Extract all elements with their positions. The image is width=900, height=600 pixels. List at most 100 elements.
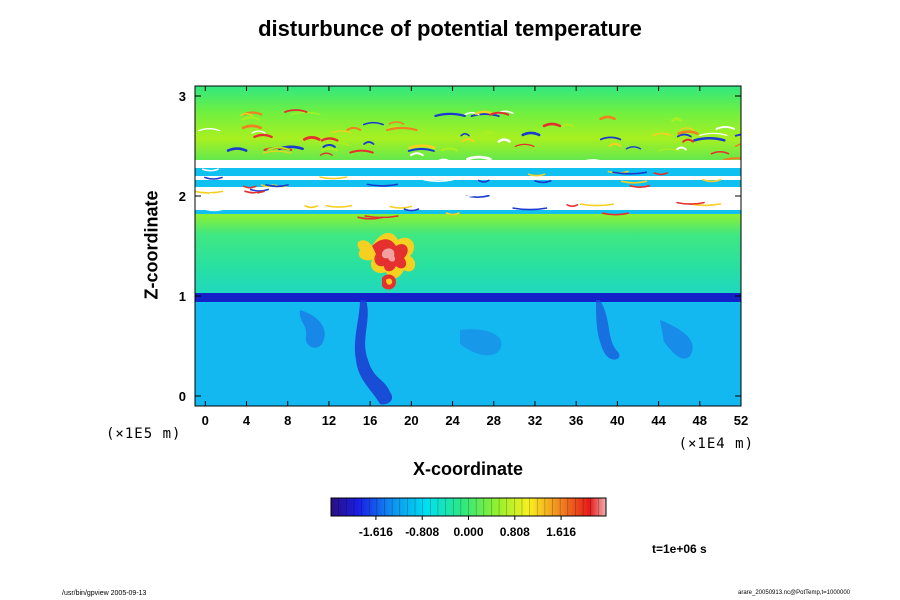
wave-streak <box>675 146 687 151</box>
mid-streak <box>512 207 548 211</box>
wave-streak <box>460 133 470 137</box>
wave-streak <box>677 130 699 135</box>
colorbar-tick-label: 0.000 <box>453 525 483 539</box>
wave-streak <box>407 148 435 152</box>
mid-streak <box>653 172 669 176</box>
mid-streak <box>445 194 479 198</box>
mid-streak <box>204 176 223 180</box>
wave-streak <box>625 146 642 150</box>
colorbar-bins <box>338 498 599 516</box>
wave-streak <box>284 109 308 113</box>
wave-streak <box>560 123 575 128</box>
wave-streak <box>290 111 321 116</box>
wave-streak <box>657 148 680 152</box>
time-label: t=1e+06 s <box>652 542 707 556</box>
x-scale-note: (×1E4 m) <box>678 436 754 452</box>
mid-streak <box>445 212 460 216</box>
upper-layer <box>195 86 741 161</box>
mid-streak <box>601 212 630 216</box>
y-tick-label: 0 <box>179 389 186 404</box>
wave-streak <box>241 124 263 130</box>
mid-streak <box>243 185 257 189</box>
wave-streak <box>699 132 728 137</box>
wave-streak <box>682 138 695 143</box>
x-tick-label: 40 <box>610 413 624 428</box>
x-tick-label: 52 <box>734 413 748 428</box>
wave-streak <box>652 132 672 137</box>
mid-streak <box>629 184 651 188</box>
middle-layer <box>195 214 741 294</box>
mid-streak <box>265 184 289 188</box>
colorbar-tick-label: -1.616 <box>359 525 393 539</box>
wave-streak <box>321 147 338 152</box>
mid-streak <box>201 168 219 172</box>
wave-streak <box>319 152 333 156</box>
heatmap-field <box>195 86 741 406</box>
wave-streak <box>599 115 616 121</box>
mid-streak <box>244 192 258 196</box>
mid-streak <box>702 179 722 183</box>
wave-streak <box>409 152 424 157</box>
wave-streak <box>253 133 273 139</box>
mid-streak <box>534 180 552 184</box>
wave-streak <box>461 138 475 143</box>
wave-streak <box>239 113 253 117</box>
wave-streak <box>542 122 562 128</box>
wave-streak <box>322 143 336 148</box>
wave-streak <box>434 112 466 117</box>
footer-source: arare_20050913.nc@PotTemp,t=1000000 <box>738 590 851 596</box>
wave-streak <box>489 111 510 116</box>
mid-streak <box>566 204 579 208</box>
mid-layer-streaks <box>195 168 722 220</box>
wave-streak <box>722 157 741 162</box>
mid-streak <box>244 190 265 194</box>
wave-streak <box>497 138 511 143</box>
wave-streak <box>599 136 622 141</box>
wave-streak <box>710 150 730 155</box>
wave-streak <box>466 155 492 161</box>
x-tick-label: 36 <box>569 413 583 428</box>
wave-streak <box>440 147 459 152</box>
mid-streak <box>527 173 546 177</box>
wave-streak <box>320 137 339 142</box>
lower-cold-structures <box>299 300 693 405</box>
cold-band <box>195 293 741 302</box>
y-tick-label: 1 <box>179 289 186 304</box>
x-tick-label: 0 <box>202 413 209 428</box>
wave-streak <box>521 131 541 137</box>
wave-streak <box>251 130 266 134</box>
warm-plume <box>357 232 416 290</box>
y-scale-note: (×1E5 m) <box>106 426 182 442</box>
wave-streak <box>514 143 535 147</box>
mid-streak <box>676 201 705 205</box>
wave-streak <box>349 149 374 154</box>
mid-streak <box>389 205 413 209</box>
wave-streak <box>676 133 692 138</box>
wave-streak <box>482 130 496 136</box>
wave-streak <box>262 150 292 154</box>
chart-title: disturbunce of potential temperature <box>258 16 642 41</box>
mid-streak <box>210 193 233 197</box>
x-tick-label: 48 <box>693 413 707 428</box>
wave-streak <box>363 141 375 145</box>
wave-streak <box>693 137 726 142</box>
wave-streak <box>388 121 405 125</box>
wave-streak <box>302 136 321 141</box>
mid-streak <box>620 180 648 184</box>
wave-streak <box>241 116 260 121</box>
x-tick-label: 16 <box>363 413 377 428</box>
upper-wave-streaks <box>198 109 741 163</box>
footer-command: /usr/bin/gpview 2005-09-13 <box>62 590 147 597</box>
x-tick-label: 28 <box>487 413 501 428</box>
wave-streak <box>679 127 695 131</box>
masked-band-2 <box>195 176 741 180</box>
wave-streak <box>362 121 384 126</box>
mid-streak <box>249 188 269 192</box>
wave-streak <box>267 146 290 151</box>
y-tick-label: 3 <box>179 89 186 104</box>
colorbar-tick-label: 1.616 <box>546 525 576 539</box>
wave-streak <box>608 142 622 147</box>
mid-streak <box>579 203 614 207</box>
mid-streak <box>304 205 319 209</box>
